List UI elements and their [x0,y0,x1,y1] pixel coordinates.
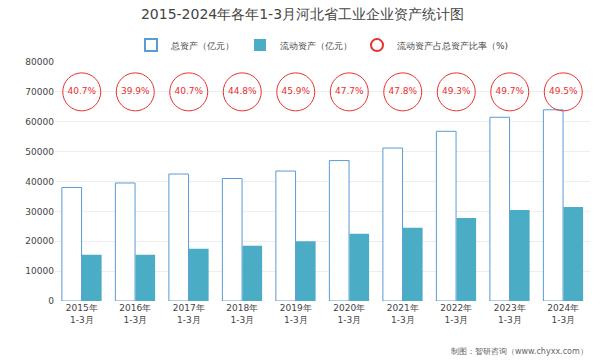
svg-text:2023年1-3月: 2023年1-3月 [494,303,526,325]
svg-text:2024年1-3月: 2024年1-3月 [547,303,579,325]
svg-text:47.7%: 47.7% [335,86,364,96]
svg-text:0: 0 [48,296,54,306]
svg-text:60000: 60000 [25,117,54,127]
svg-text:流动资产（亿元）: 流动资产（亿元） [280,41,352,51]
svg-text:70000: 70000 [25,87,54,97]
svg-text:总资产（亿元）: 总资产（亿元） [170,41,234,51]
svg-text:49.7%: 49.7% [495,86,524,96]
svg-text:44.8%: 44.8% [228,86,257,96]
svg-text:2020年1-3月: 2020年1-3月 [333,303,365,325]
svg-text:30000: 30000 [25,207,54,217]
svg-text:2015-2024年各年1-3月河北省工业企业资产统计图: 2015-2024年各年1-3月河北省工业企业资产统计图 [141,6,464,22]
svg-text:流动资产占总资产比率（%): 流动资产占总资产比率（%) [397,41,508,51]
svg-text:45.9%: 45.9% [281,86,310,96]
svg-text:2017年1-3月: 2017年1-3月 [173,303,205,325]
svg-text:80000: 80000 [25,57,54,67]
svg-text:40.7%: 40.7% [174,86,203,96]
svg-text:2021年1-3月: 2021年1-3月 [387,303,419,325]
svg-text:2015年1-3月: 2015年1-3月 [66,303,98,325]
svg-text:47.8%: 47.8% [388,86,417,96]
svg-text:39.9%: 39.9% [121,86,150,96]
svg-text:2016年1-3月: 2016年1-3月 [119,303,151,325]
svg-text:2019年1-3月: 2019年1-3月 [280,303,312,325]
svg-text:49.3%: 49.3% [442,86,471,96]
svg-text:40000: 40000 [25,177,54,187]
svg-text:制图：智研咨询（www.chyxx.com）: 制图：智研咨询（www.chyxx.com） [451,347,588,356]
svg-text:50000: 50000 [25,147,54,157]
svg-text:20000: 20000 [25,236,54,246]
svg-text:10000: 10000 [25,266,54,276]
svg-text:40.7%: 40.7% [67,86,96,96]
svg-text:2018年1-3月: 2018年1-3月 [226,303,258,325]
svg-text:2022年1-3月: 2022年1-3月 [440,303,472,325]
svg-text:49.5%: 49.5% [549,86,578,96]
